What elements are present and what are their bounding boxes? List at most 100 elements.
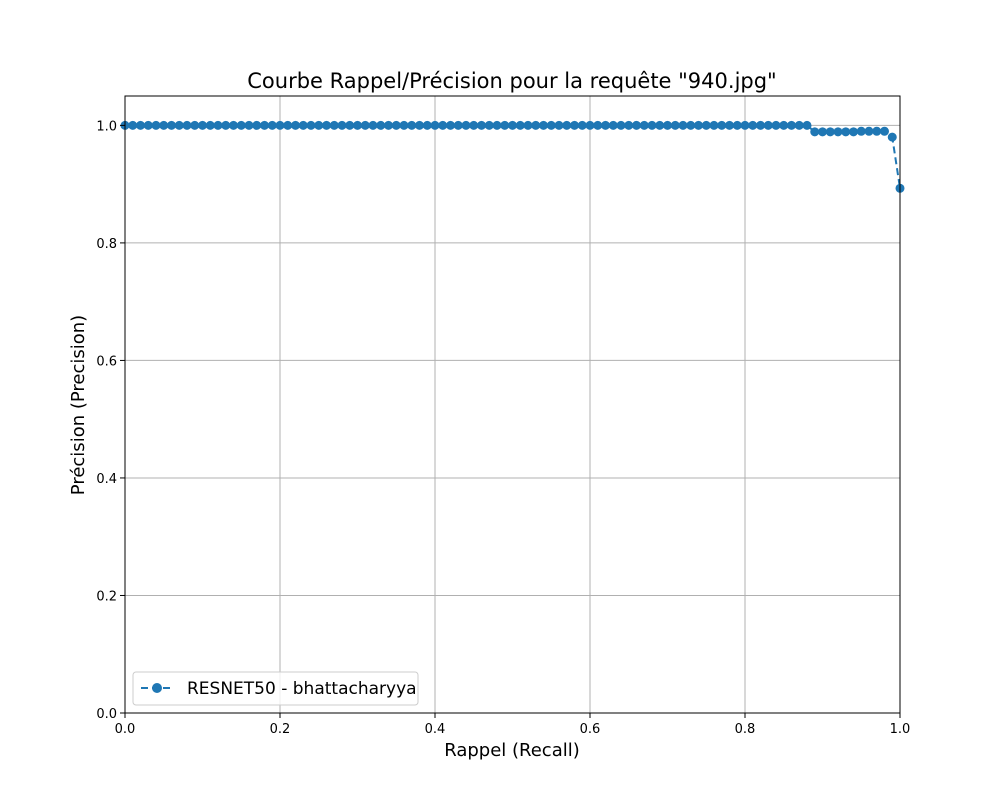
legend-box bbox=[132, 671, 419, 706]
data-point bbox=[779, 120, 789, 130]
data-point bbox=[229, 120, 238, 130]
data-point bbox=[190, 120, 200, 130]
data-point bbox=[275, 120, 285, 130]
data-point bbox=[322, 120, 331, 130]
data-point bbox=[825, 127, 835, 137]
data-point bbox=[849, 127, 858, 137]
data-point bbox=[794, 120, 804, 130]
data-point bbox=[655, 120, 665, 130]
data-point bbox=[213, 120, 223, 130]
data-point bbox=[508, 120, 517, 130]
data-point bbox=[314, 120, 324, 130]
data-point bbox=[678, 120, 688, 130]
x-tick-label: 0.0 bbox=[115, 722, 136, 737]
data-point bbox=[136, 120, 145, 130]
data-point bbox=[360, 120, 370, 130]
data-point bbox=[306, 120, 316, 130]
data-point bbox=[872, 126, 882, 136]
data-point bbox=[174, 120, 184, 130]
data-point bbox=[446, 120, 455, 130]
data-point bbox=[880, 126, 889, 136]
data-point bbox=[477, 120, 486, 130]
data-point bbox=[128, 120, 138, 130]
data-point bbox=[368, 120, 378, 130]
data-point bbox=[143, 120, 153, 130]
data-point bbox=[818, 127, 827, 137]
data-point bbox=[461, 120, 471, 130]
data-point bbox=[616, 120, 626, 130]
data-point bbox=[182, 120, 192, 130]
data-point bbox=[670, 120, 680, 130]
x-tick-label: 0.2 bbox=[270, 722, 291, 737]
plot-area bbox=[120, 120, 905, 193]
x-tick-label: 0.8 bbox=[735, 722, 756, 737]
data-point bbox=[562, 120, 572, 130]
y-tick-label: 0.0 bbox=[96, 707, 117, 722]
data-point bbox=[384, 120, 393, 130]
legend: RESNET50 - bhattacharyya bbox=[132, 671, 419, 706]
data-point bbox=[399, 120, 409, 130]
grid-lines bbox=[124, 96, 901, 714]
data-point bbox=[624, 120, 634, 130]
x-axis-ticks: 0.0 0.2 0.4 0.6 0.8 1.0 bbox=[115, 713, 910, 737]
data-point bbox=[500, 120, 510, 130]
data-point bbox=[337, 120, 347, 130]
data-point bbox=[430, 120, 440, 130]
y-tick-label: 1.0 bbox=[96, 119, 117, 134]
data-point bbox=[694, 120, 703, 130]
data-point bbox=[771, 120, 781, 130]
data-point bbox=[763, 120, 773, 130]
data-point bbox=[353, 120, 362, 130]
data-point bbox=[484, 120, 494, 130]
data-point bbox=[329, 120, 339, 130]
data-point bbox=[601, 120, 610, 130]
data-point bbox=[422, 120, 432, 130]
data-point bbox=[841, 127, 851, 137]
data-point bbox=[453, 120, 463, 130]
data-point bbox=[523, 120, 533, 130]
data-point bbox=[810, 127, 820, 137]
data-point bbox=[577, 120, 587, 130]
data-point bbox=[748, 120, 758, 130]
data-point bbox=[391, 120, 401, 130]
data-point bbox=[554, 120, 564, 130]
data-point bbox=[151, 120, 161, 130]
data-point bbox=[632, 120, 641, 130]
data-point bbox=[244, 120, 254, 130]
data-point bbox=[283, 120, 293, 130]
data-point bbox=[802, 120, 812, 130]
y-tick-label: 0.8 bbox=[96, 237, 117, 252]
x-tick-label: 0.6 bbox=[580, 722, 601, 737]
data-point bbox=[198, 120, 207, 130]
y-axis-label: Précision (Precision) bbox=[68, 315, 89, 495]
data-point bbox=[515, 120, 525, 130]
data-point bbox=[415, 120, 424, 130]
data-point bbox=[732, 120, 742, 130]
data-point bbox=[492, 120, 502, 130]
data-point bbox=[438, 120, 448, 130]
data-point bbox=[539, 120, 548, 130]
data-point bbox=[740, 120, 750, 130]
legend-marker bbox=[152, 683, 162, 693]
data-point bbox=[833, 127, 843, 137]
data-point bbox=[469, 120, 479, 130]
y-axis-ticks: 0.0 0.2 0.4 0.6 0.8 1.0 bbox=[96, 119, 125, 722]
y-tick-label: 0.6 bbox=[96, 354, 117, 369]
data-point bbox=[570, 120, 579, 130]
x-axis-label: Rappel (Recall) bbox=[444, 740, 580, 761]
data-point bbox=[252, 120, 262, 130]
legend-label: RESNET50 - bhattacharyya bbox=[187, 679, 417, 699]
data-point bbox=[291, 120, 300, 130]
data-point bbox=[647, 120, 657, 130]
data-point bbox=[267, 120, 277, 130]
data-point bbox=[686, 120, 696, 130]
data-point bbox=[663, 120, 672, 130]
data-point bbox=[407, 120, 417, 130]
data-point bbox=[709, 120, 719, 130]
data-point bbox=[864, 126, 874, 136]
data-point bbox=[345, 120, 355, 130]
data-point bbox=[756, 120, 765, 130]
data-point bbox=[787, 120, 796, 130]
series-markers bbox=[120, 120, 905, 193]
